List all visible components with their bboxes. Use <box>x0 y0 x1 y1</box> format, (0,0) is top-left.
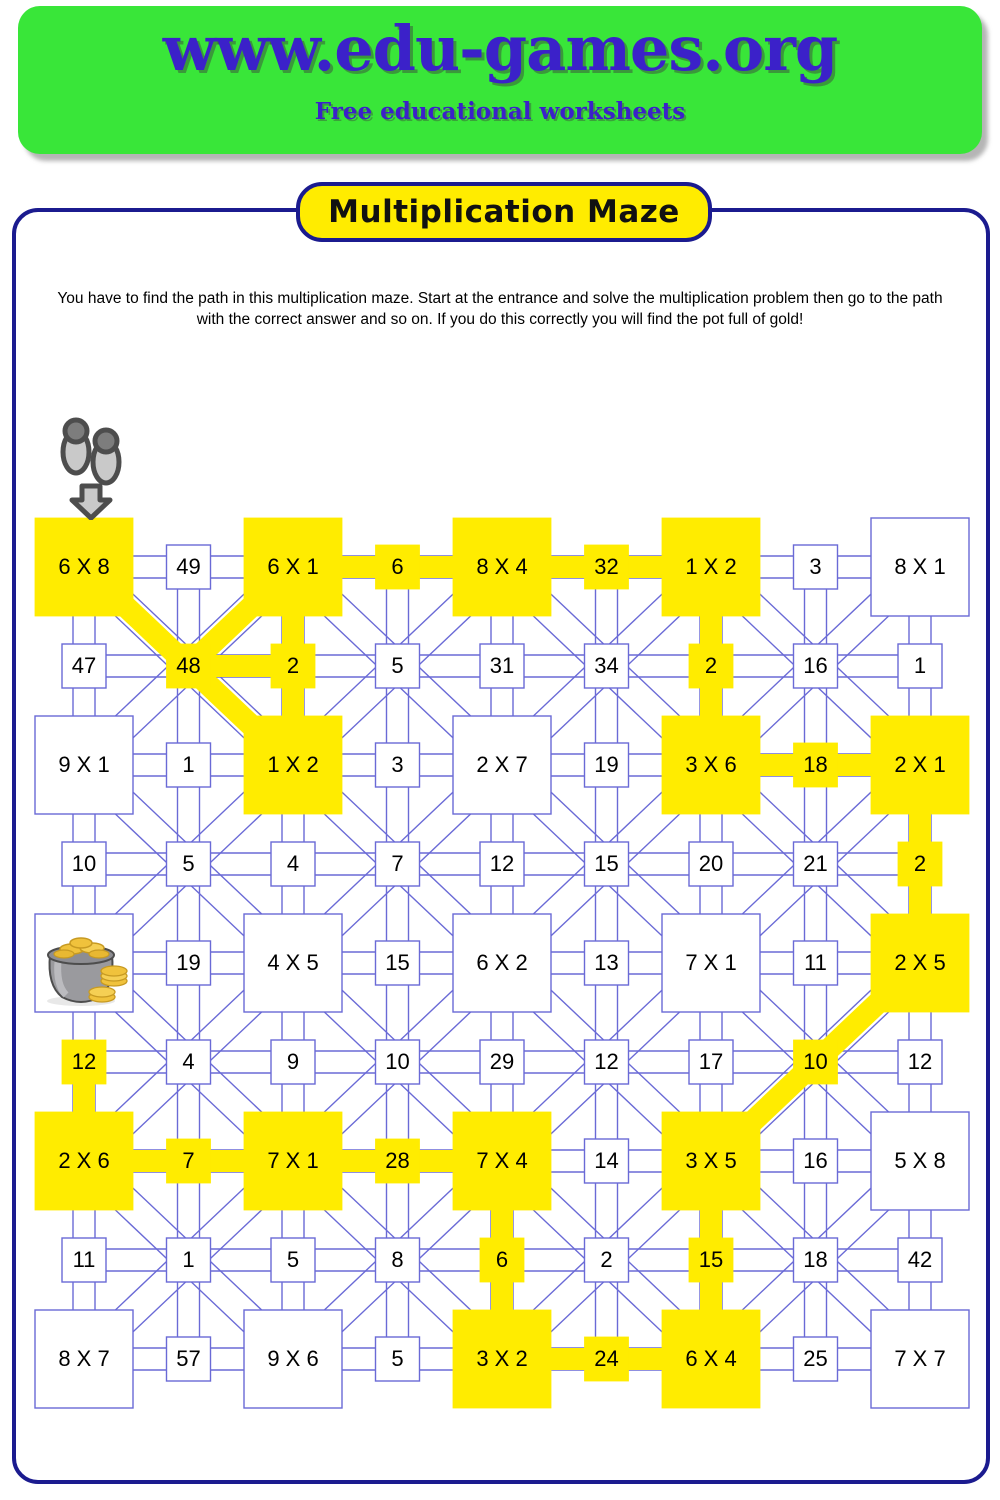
site-banner: www.edu-games.org Free educational works… <box>18 6 982 154</box>
worksheet-title-pill: Multiplication Maze <box>296 182 712 242</box>
instructions-text: You have to find the path in this multip… <box>57 290 943 329</box>
page-title: Multiplication Maze <box>328 194 680 230</box>
site-title: www.edu-games.org <box>162 12 839 85</box>
footprints-icon <box>52 414 144 520</box>
pot-of-gold-icon <box>36 921 134 1009</box>
down-arrow-icon <box>69 483 113 520</box>
site-subtitle: Free educational worksheets <box>314 98 686 125</box>
